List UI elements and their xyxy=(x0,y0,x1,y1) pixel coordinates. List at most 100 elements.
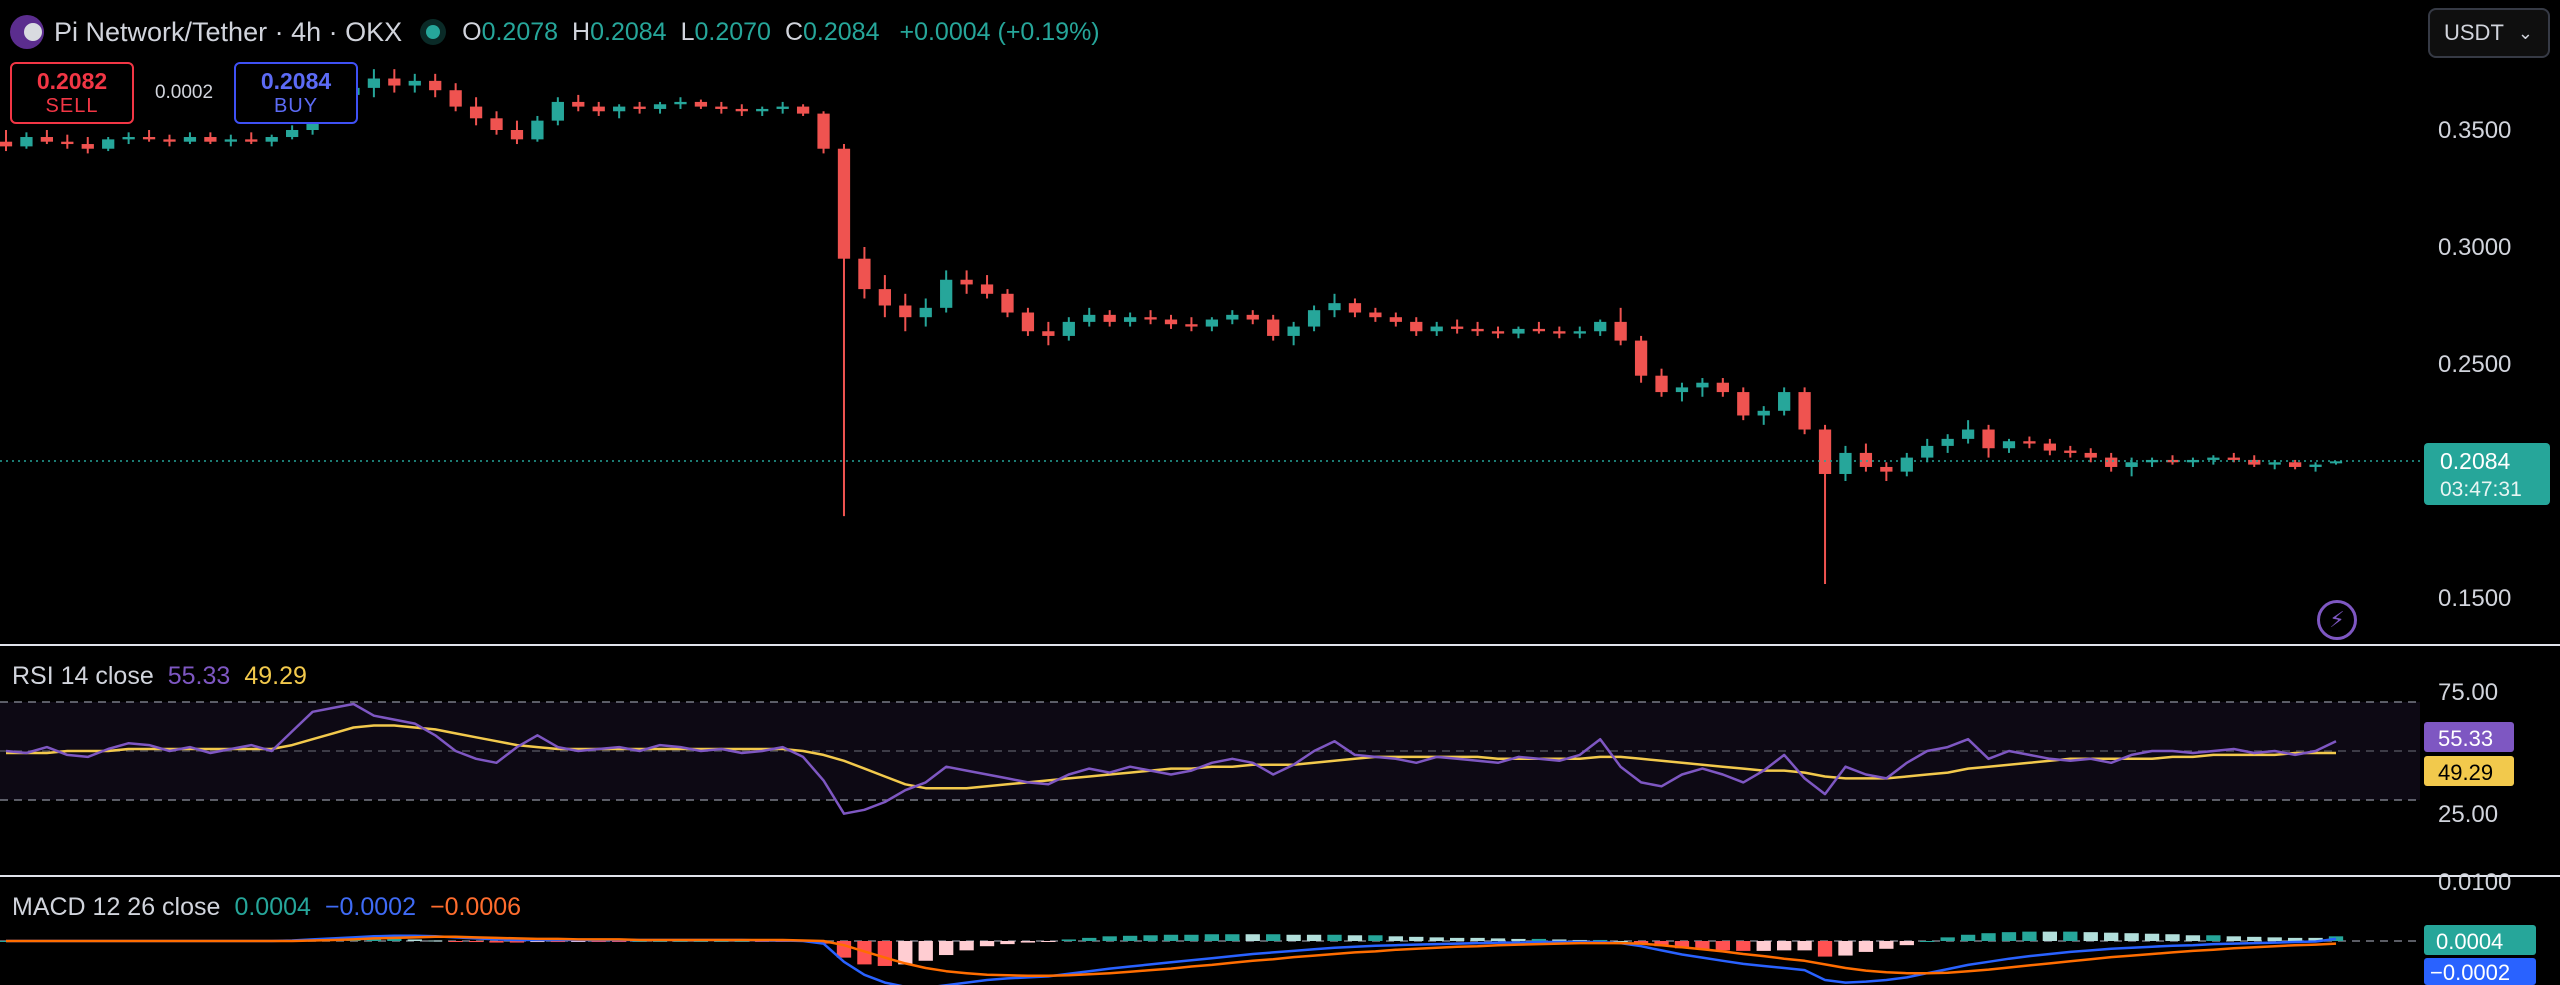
sell-button[interactable]: 0.2082 SELL xyxy=(10,62,134,124)
last-price-tag: 0.2084 03:47:31 xyxy=(2424,443,2550,505)
low-label: L xyxy=(680,17,695,46)
macd-histogram-bar xyxy=(1266,934,1281,941)
macd-histogram-bar xyxy=(1122,935,1138,941)
rsi-ma-value-tag: 49.29 xyxy=(2424,756,2514,786)
macd-histogram-bar xyxy=(2001,932,2017,941)
spread-value: 0.0002 xyxy=(154,82,214,103)
candle-body xyxy=(2227,457,2240,460)
chart-header: Pi Network/Tether · 4h · OKX O0.2078 H0.… xyxy=(10,12,1100,52)
candle-body xyxy=(735,108,748,112)
macd-histogram-bar xyxy=(489,941,504,943)
signal-value: −0.0002 xyxy=(324,893,416,921)
macd-histogram-bar xyxy=(1817,941,1833,957)
symbol-title[interactable]: Pi Network/Tether · 4h · OKX xyxy=(54,16,403,47)
open-value: 0.2078 xyxy=(481,17,559,46)
macd-histogram-bar xyxy=(509,941,525,943)
candle-body xyxy=(1757,410,1770,416)
macd-histogram-bar xyxy=(918,941,933,961)
macd-histogram-bar xyxy=(1368,935,1383,941)
rsi-series xyxy=(5,702,2337,815)
macd-histogram-bar xyxy=(1286,934,1301,941)
macd-histogram-bar xyxy=(1593,939,1608,941)
candle-body xyxy=(1839,452,1852,474)
candle-body xyxy=(1369,312,1382,318)
candle-body xyxy=(1164,319,1178,325)
candle-body xyxy=(2125,462,2138,467)
candle-body xyxy=(1921,445,1934,458)
macd-histogram-bar xyxy=(1777,941,1792,951)
close-value: 0.2084 xyxy=(803,17,880,46)
candle-body xyxy=(1778,392,1791,411)
macd-histogram-bar xyxy=(898,941,913,965)
macd-histogram-bar xyxy=(2226,936,2241,941)
candle-body xyxy=(1696,382,1709,388)
macd-histogram-bar xyxy=(1102,936,1117,941)
macd-legend[interactable]: MACD 12 26 close 0.0004 −0.0002 −0.0006 xyxy=(12,893,521,922)
candle-body xyxy=(1451,326,1464,329)
candle-body xyxy=(1042,331,1055,336)
macd-histogram-bar xyxy=(1061,939,1076,941)
macd-histogram-bar xyxy=(2287,937,2303,941)
candle-body xyxy=(899,305,912,318)
candle-body xyxy=(1083,314,1096,322)
macd-histogram-bar xyxy=(1184,934,1199,941)
candle-body xyxy=(1961,429,1975,439)
macd-series xyxy=(0,931,2344,985)
candle-body xyxy=(1471,328,1484,332)
macd-histogram-bar xyxy=(2063,931,2078,941)
buy-button[interactable]: 0.2084 BUY xyxy=(234,62,358,124)
macd-histogram-bar xyxy=(428,940,443,942)
signal-line xyxy=(6,935,2337,978)
macd-histogram-bar xyxy=(1552,939,1567,941)
macd-histogram-bar xyxy=(2022,931,2037,941)
candle-body xyxy=(674,101,687,105)
candle-body xyxy=(694,101,708,107)
macd-histogram-bar xyxy=(1245,934,1260,941)
macd-histogram-bar xyxy=(1736,941,1751,951)
candle-body xyxy=(1226,314,1239,320)
candle-body xyxy=(919,307,932,318)
candle-body xyxy=(878,289,891,306)
currency-select[interactable]: USDT ⌄ xyxy=(2428,8,2550,58)
macd-histogram-bar xyxy=(1695,941,1710,950)
macd-histogram-bar xyxy=(816,941,831,944)
candle-body xyxy=(613,106,626,112)
macd-histogram-bar xyxy=(2042,931,2058,941)
candle-body xyxy=(183,137,197,142)
candle-body xyxy=(858,258,871,290)
rsi-tag-value: 55.33 xyxy=(2438,726,2493,751)
candle-body xyxy=(592,106,605,112)
candle-body xyxy=(1982,429,1995,449)
macd-histogram-bar xyxy=(2308,937,2323,941)
macd-histogram-bar xyxy=(1327,934,1342,941)
candle-body xyxy=(0,141,13,147)
rsi-ma-line xyxy=(6,724,2336,790)
macd-histogram-bar xyxy=(1654,941,1669,947)
candle-body xyxy=(429,80,442,91)
macd-histogram-bar xyxy=(571,941,586,942)
rsi-legend[interactable]: RSI 14 close 55.33 49.29 xyxy=(12,662,307,691)
macd-histogram-bar xyxy=(1899,941,1914,946)
macd-histogram-bar xyxy=(468,941,484,943)
candle-body xyxy=(796,106,810,114)
lightning-icon[interactable]: ⚡ xyxy=(2317,600,2357,640)
candle-body xyxy=(1634,340,1648,376)
candle-body xyxy=(224,139,237,142)
candle-body xyxy=(572,101,585,107)
candle-body xyxy=(2207,457,2220,460)
macd-histogram-bar xyxy=(2124,933,2139,941)
macd-histogram-bar xyxy=(1082,937,1097,941)
candle-body xyxy=(2248,459,2261,465)
candle-body xyxy=(2329,461,2343,464)
candle-body xyxy=(490,118,503,130)
market-status-dot[interactable] xyxy=(426,25,441,39)
macd-histogram-bar xyxy=(2247,936,2262,941)
candle-body xyxy=(204,137,217,142)
candle-body xyxy=(449,90,462,107)
candle-body xyxy=(469,106,483,119)
candle-body xyxy=(1267,319,1280,336)
macd-histogram-bar xyxy=(1041,941,1056,942)
candle-body xyxy=(81,144,94,149)
macd-tick-label: 0.0100 xyxy=(2438,869,2511,896)
